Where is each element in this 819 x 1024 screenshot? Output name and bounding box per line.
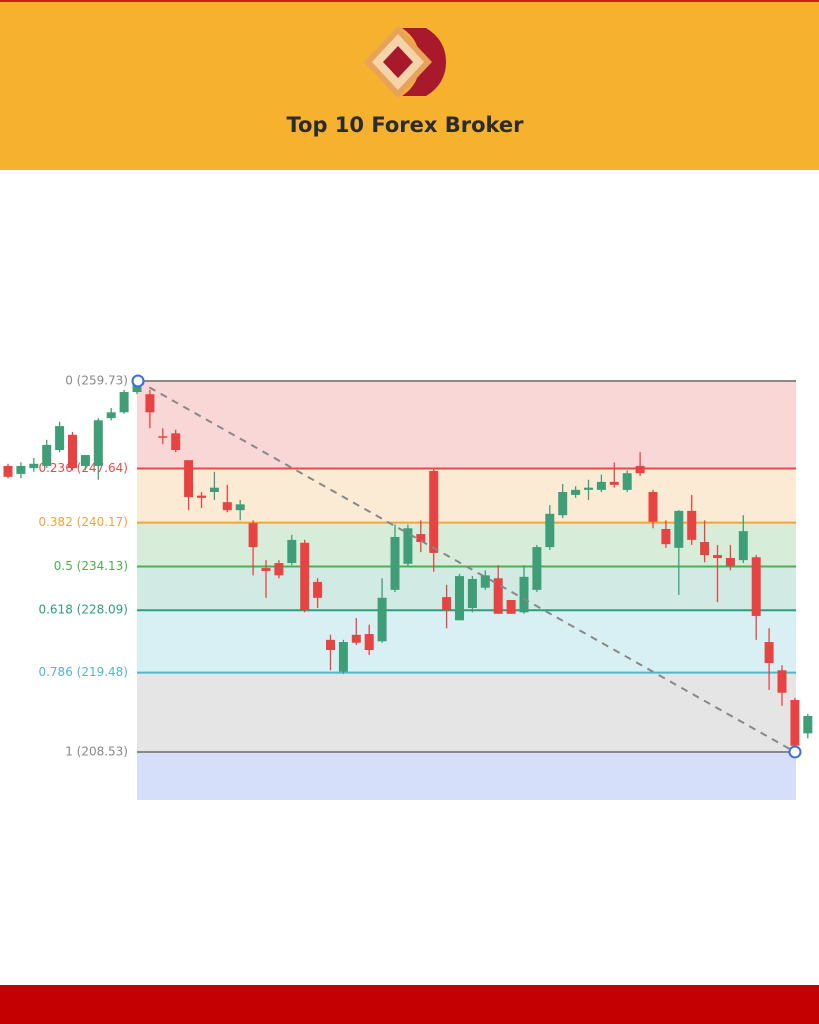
fib-band <box>137 380 796 469</box>
candle-body <box>532 547 542 590</box>
candle-body <box>661 528 671 545</box>
candle-body <box>377 597 387 642</box>
candle-body <box>764 642 774 664</box>
fib-band <box>137 672 796 752</box>
candle-body <box>738 531 748 561</box>
fib-band <box>137 610 796 673</box>
candle-body <box>803 715 813 734</box>
candle-body <box>725 557 735 566</box>
footer-band <box>0 985 819 1024</box>
candle-body <box>777 670 787 693</box>
candle-body <box>42 444 52 466</box>
candle-body <box>261 568 271 572</box>
candle-body <box>93 420 103 466</box>
fib-level-label: 0.236 (247.64) <box>38 461 128 475</box>
fib-level-label: 0.5 (234.13) <box>54 559 128 573</box>
candle-body <box>68 434 77 469</box>
candle-body <box>338 642 348 672</box>
candle-body <box>145 394 155 413</box>
candle-body <box>106 412 116 419</box>
candle-body <box>3 465 13 477</box>
candle-body <box>351 634 361 643</box>
top-border <box>0 0 819 2</box>
candle-body <box>16 465 26 474</box>
candle-body <box>158 436 168 438</box>
fib-level-label: 1 (208.53) <box>65 744 128 758</box>
candle-body <box>493 578 503 614</box>
header-title: Top 10 Forex Broker <box>286 113 524 137</box>
candle-body <box>790 700 800 746</box>
fib-band <box>137 468 796 523</box>
candle-body <box>326 639 335 650</box>
candle-body <box>596 481 606 490</box>
chart: 0 (259.73) 0.236 (247.64) 0.382 (240.17) 0.… <box>3 373 813 800</box>
candle-body <box>713 555 722 558</box>
candle-body <box>274 563 284 576</box>
candle-body <box>648 492 658 522</box>
candle-body <box>248 523 258 548</box>
fib-level-label: 0 (259.73) <box>65 373 128 387</box>
candle-body <box>119 392 129 413</box>
fib-level-label: 0.786 (219.48) <box>38 665 128 679</box>
candle-body <box>403 528 413 564</box>
candle-body <box>506 600 516 614</box>
candle-body <box>609 481 619 485</box>
candle-body <box>545 513 555 548</box>
fib-band <box>137 566 796 611</box>
logo <box>364 26 446 98</box>
fib-band <box>137 522 796 567</box>
candle-body <box>287 539 297 564</box>
candle-body <box>416 534 426 543</box>
fib-extension-band <box>137 751 796 800</box>
candle-body <box>184 460 194 498</box>
candle-body <box>480 575 490 588</box>
candle-body <box>171 433 181 450</box>
candle-body <box>700 542 710 556</box>
candle-body <box>751 557 761 616</box>
fib-anchor <box>788 745 802 759</box>
fib-trend-line <box>137 380 796 753</box>
candle-body <box>80 455 90 466</box>
candle-body <box>300 542 310 611</box>
candle-body <box>429 471 439 553</box>
candle-body <box>635 465 645 474</box>
candle-body <box>390 536 400 590</box>
candle-body <box>132 384 142 393</box>
candle-body <box>364 634 374 650</box>
candle-body <box>455 576 464 621</box>
candle-body <box>571 489 581 495</box>
candle-body <box>584 487 593 490</box>
candle-body <box>467 578 477 608</box>
fib-level-label: 0.382 (240.17) <box>38 515 128 529</box>
candle-body <box>519 576 529 613</box>
candle-body <box>222 502 232 511</box>
fib-level-label: 0.618 (228.09) <box>38 603 128 617</box>
candle-body <box>29 463 39 469</box>
candle-body <box>313 581 323 598</box>
candle-body <box>55 426 65 450</box>
candle-body <box>687 510 697 540</box>
candle-body <box>197 495 206 498</box>
candle-body <box>622 473 632 490</box>
candle-body <box>558 492 568 516</box>
candle-body <box>442 597 452 611</box>
candle-body <box>209 487 219 493</box>
candle-body <box>235 504 245 511</box>
candle-body <box>674 510 684 548</box>
fib-anchor <box>131 374 145 388</box>
